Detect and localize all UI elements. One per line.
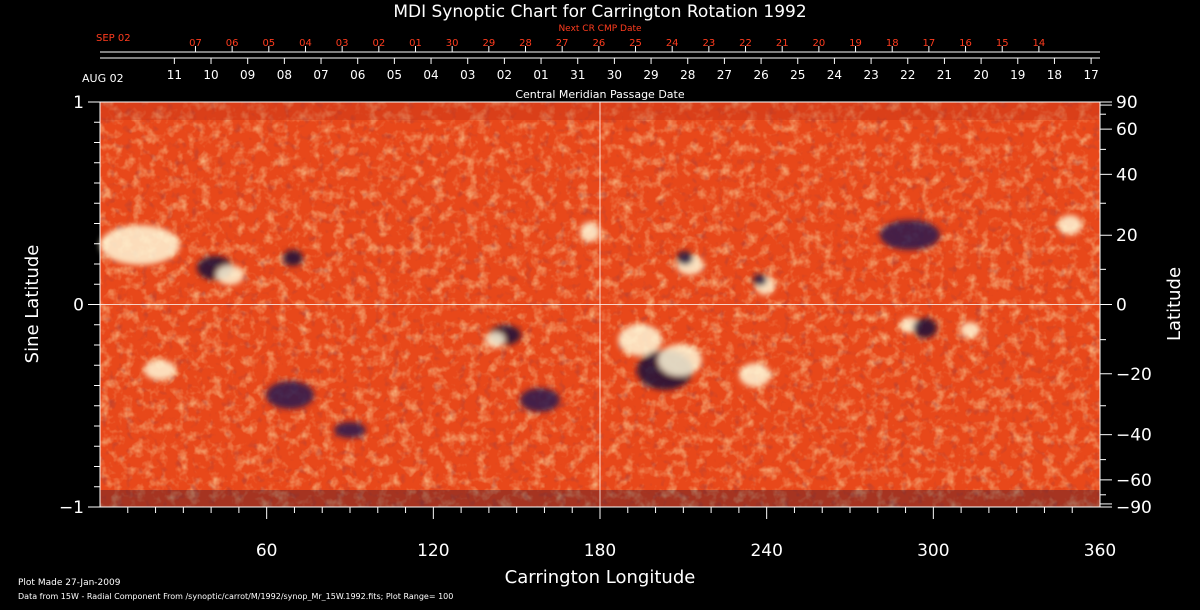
next-cmp-axis-label: Next CR CMP Date xyxy=(558,24,642,34)
next-cmp-date-label: 17 xyxy=(923,38,936,49)
next-cmp-date-label: 04 xyxy=(299,38,312,49)
y-right-tick-label: 90 xyxy=(1116,93,1138,113)
next-cmp-date-label: 15 xyxy=(996,38,1009,49)
cmp-date-label: 10 xyxy=(203,68,218,82)
y-axis-left-label: Sine Latitude xyxy=(22,245,43,364)
cmp-date-label: 06 xyxy=(350,68,365,82)
cmp-month-label: AUG 02 xyxy=(82,72,124,85)
x-tick-label: 360 xyxy=(1084,541,1116,561)
next-cmp-date-label: 03 xyxy=(336,38,349,49)
cmp-date-label: 22 xyxy=(900,68,915,82)
cmp-date-axis: 17 18 19 20 21 22 23 24 25 26 27 28 29 30 31 01 02 03 04 05… xyxy=(100,57,1100,82)
next-cmp-date-label: 21 xyxy=(776,38,789,49)
next-cmp-date-label: 28 xyxy=(519,38,532,49)
y-right-tick-label: 60 xyxy=(1116,120,1138,140)
cmp-date-label: 08 xyxy=(277,68,292,82)
next-cmp-date-label: 01 xyxy=(409,38,422,49)
y-right-tick-label: 40 xyxy=(1116,165,1138,185)
x-axis: 60 120 180 240 300 360 xyxy=(127,507,1116,561)
y-right-tick-label: −40 xyxy=(1116,426,1152,446)
next-cmp-date-label: 25 xyxy=(629,38,642,49)
x-tick-label: 180 xyxy=(584,541,616,561)
next-cmp-date-label: 16 xyxy=(959,38,972,49)
cmp-date-label: 23 xyxy=(863,68,878,82)
next-cmp-date-label: 02 xyxy=(372,38,385,49)
x-tick-label: 240 xyxy=(750,541,782,561)
cmp-date-label: 04 xyxy=(423,68,438,82)
cmp-date-label: 11 xyxy=(167,68,182,82)
next-cmp-date-label: 24 xyxy=(666,38,679,49)
next-cmp-date-label: 20 xyxy=(812,38,825,49)
cmp-date-label: 05 xyxy=(387,68,402,82)
y-right-tick-label: −20 xyxy=(1116,365,1152,385)
cmp-date-label: 20 xyxy=(973,68,988,82)
x-tick-label: 120 xyxy=(417,541,449,561)
next-cmp-date-label: 29 xyxy=(482,38,495,49)
cmp-date-label: 21 xyxy=(937,68,952,82)
x-axis-label: Carrington Longitude xyxy=(505,567,696,588)
next-cmp-month-label: SEP 02 xyxy=(96,33,131,44)
cmp-date-label: 27 xyxy=(717,68,732,82)
cmp-axis-label: Central Meridian Passage Date xyxy=(515,88,684,101)
cmp-date-label: 24 xyxy=(827,68,842,82)
cmp-date-label: 19 xyxy=(1010,68,1025,82)
cmp-date-label: 18 xyxy=(1047,68,1062,82)
cmp-date-label: 17 xyxy=(1083,68,1098,82)
data-source-note: Data from 15W - Radial Component From /s… xyxy=(18,592,454,601)
next-cmp-date-label: 06 xyxy=(226,38,239,49)
cmp-date-label: 26 xyxy=(753,68,768,82)
next-cmp-date-label: 22 xyxy=(739,38,752,49)
cmp-date-label: 02 xyxy=(497,68,512,82)
cmp-date-label: 31 xyxy=(570,68,585,82)
y-right-tick-label: 0 xyxy=(1116,296,1127,316)
cmp-date-label: 28 xyxy=(680,68,695,82)
y-left-tick-label: 0 xyxy=(73,296,84,316)
next-cmp-date-axis: 14 15 16 17 18 19 20 21 22 23 24 25 26 27 28 29 30 01 02 03… xyxy=(100,38,1100,53)
chart-title: MDI Synoptic Chart for Carrington Rotati… xyxy=(393,2,806,22)
next-cmp-date-label: 14 xyxy=(1033,38,1046,49)
y-axis-right-label: Latitude xyxy=(1164,267,1185,341)
y-left-tick-label: 1 xyxy=(73,93,84,113)
cmp-date-label: 09 xyxy=(240,68,255,82)
cmp-date-label: 29 xyxy=(643,68,658,82)
next-cmp-date-label: 07 xyxy=(189,38,202,49)
y-right-tick-label: −60 xyxy=(1116,471,1152,491)
next-cmp-date-label: 23 xyxy=(702,38,715,49)
x-tick-label: 300 xyxy=(917,541,949,561)
x-tick-label: 60 xyxy=(256,541,278,561)
cmp-date-label: 03 xyxy=(460,68,475,82)
next-cmp-date-label: 19 xyxy=(849,38,862,49)
next-cmp-date-label: 18 xyxy=(886,38,899,49)
cmp-date-label: 25 xyxy=(790,68,805,82)
y-axis-right: 90 60 40 20 0 −20 −40 −60 −90 xyxy=(1100,93,1152,518)
cmp-date-label: 01 xyxy=(533,68,548,82)
y-left-tick-label: −1 xyxy=(59,498,84,518)
next-cmp-date-label: 05 xyxy=(262,38,275,49)
y-right-tick-label: −90 xyxy=(1116,498,1152,518)
next-cmp-date-label: 26 xyxy=(592,38,605,49)
cmp-date-label: 30 xyxy=(607,68,622,82)
y-axis-left: 1 0 −1 xyxy=(59,93,100,518)
next-cmp-date-label: 30 xyxy=(446,38,459,49)
plot-made-note: Plot Made 27-Jan-2009 xyxy=(18,578,121,588)
cmp-date-label: 07 xyxy=(313,68,328,82)
next-cmp-date-label: 27 xyxy=(556,38,569,49)
y-right-tick-label: 20 xyxy=(1116,226,1138,246)
